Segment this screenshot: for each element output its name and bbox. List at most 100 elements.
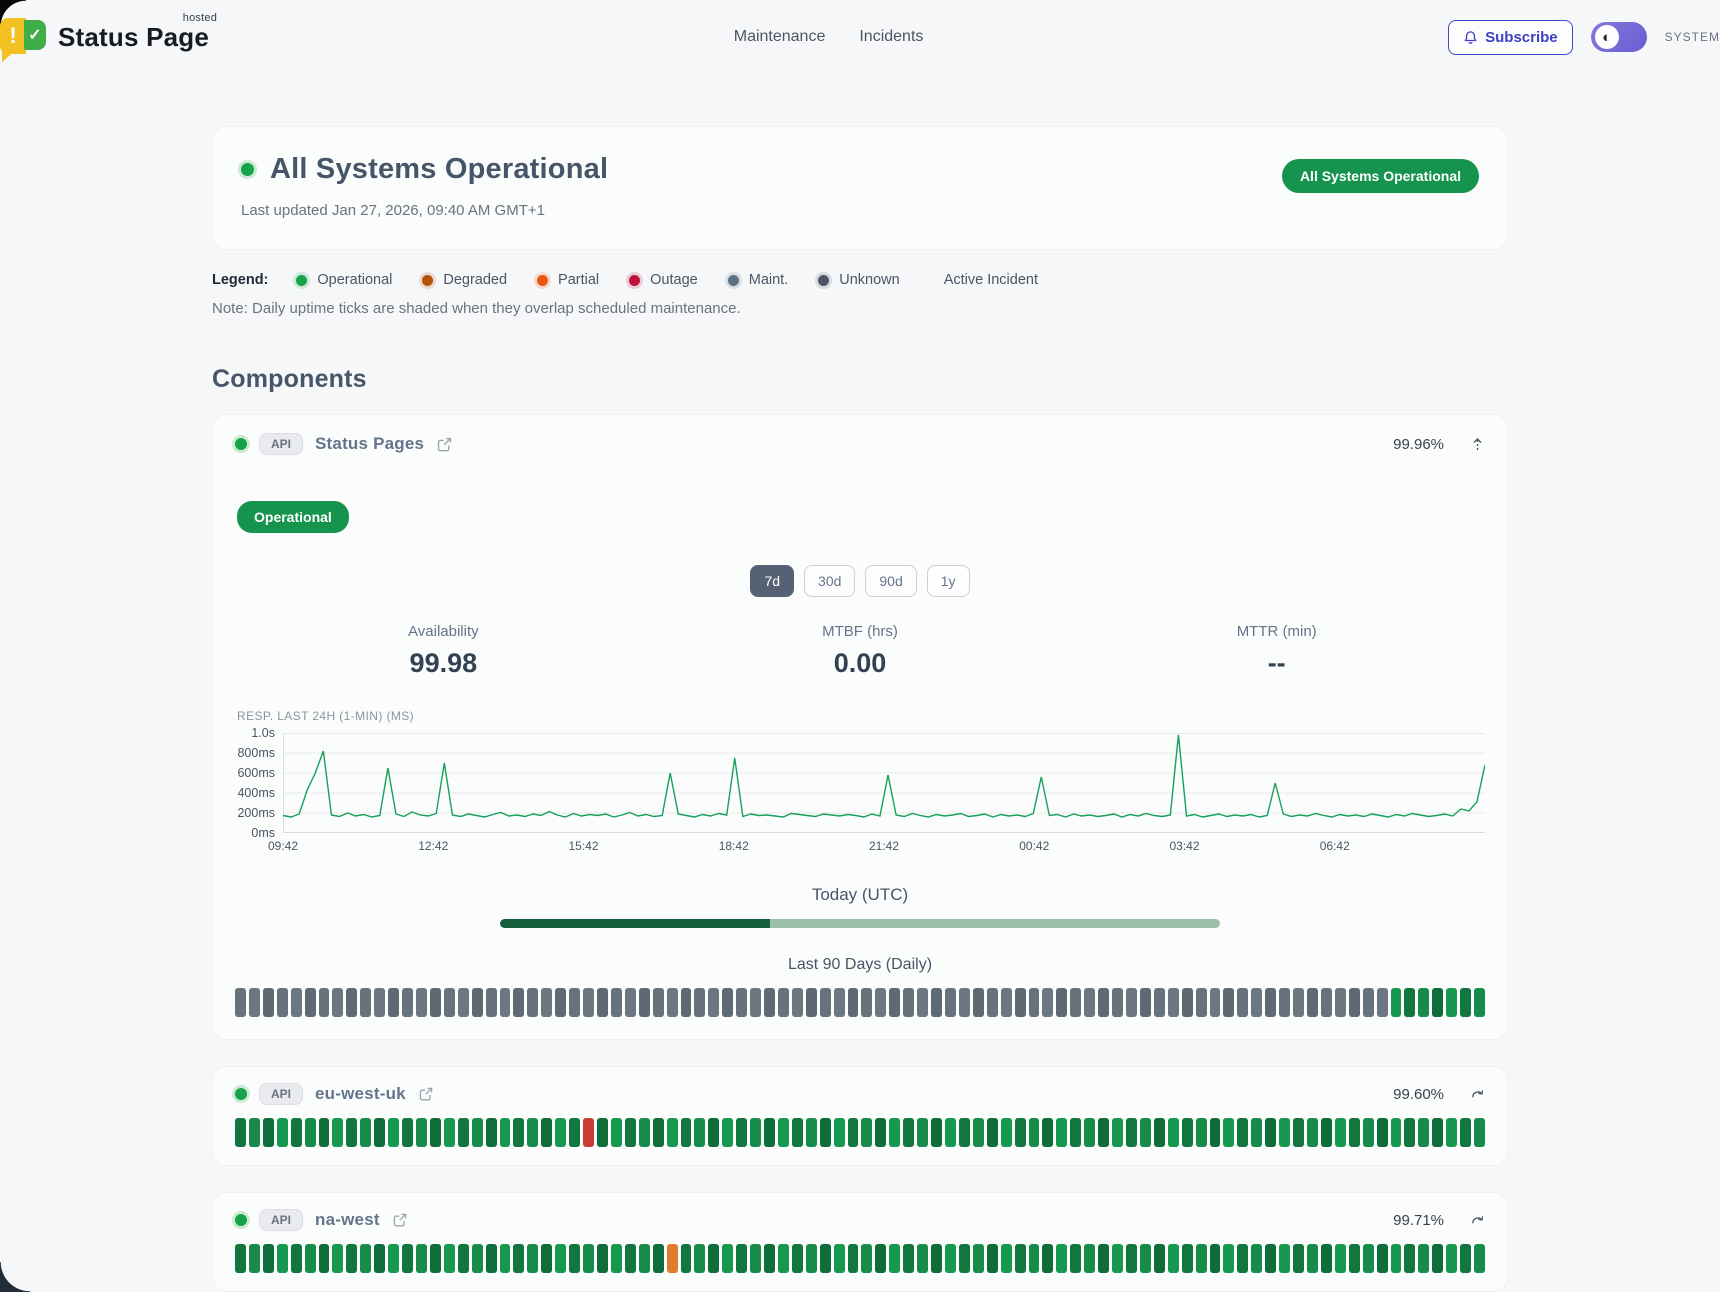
uptime-tick[interactable]	[1279, 1118, 1291, 1147]
uptime-tick[interactable]	[1279, 988, 1291, 1017]
uptime-tick[interactable]	[499, 1118, 511, 1147]
uptime-tick[interactable]	[638, 1118, 650, 1147]
uptime-tick[interactable]	[917, 1244, 929, 1273]
uptime-tick[interactable]	[415, 988, 427, 1017]
uptime-tick[interactable]	[1042, 1244, 1054, 1273]
uptime-tick[interactable]	[1460, 1244, 1472, 1273]
uptime-tick[interactable]	[638, 1244, 650, 1273]
uptime-tick[interactable]	[457, 988, 469, 1017]
uptime-tick[interactable]	[624, 1244, 636, 1273]
uptime-tick[interactable]	[1265, 988, 1277, 1017]
uptime-tick[interactable]	[889, 988, 901, 1017]
uptime-tick[interactable]	[555, 988, 567, 1017]
uptime-tick[interactable]	[541, 1118, 553, 1147]
uptime-tick[interactable]	[1056, 1118, 1068, 1147]
uptime-tick[interactable]	[1042, 988, 1054, 1017]
uptime-tick[interactable]	[429, 1118, 441, 1147]
uptime-tick[interactable]	[1418, 988, 1430, 1017]
uptime-tick[interactable]	[1404, 988, 1416, 1017]
uptime-tick[interactable]	[652, 988, 664, 1017]
uptime-tick[interactable]	[694, 1118, 706, 1147]
uptime-tick[interactable]	[541, 988, 553, 1017]
range-button-7d[interactable]: 7d	[750, 565, 795, 597]
uptime-tick[interactable]	[360, 1118, 372, 1147]
uptime-tick[interactable]	[471, 1244, 483, 1273]
uptime-tick[interactable]	[1418, 1244, 1430, 1273]
uptime-tick[interactable]	[1376, 988, 1388, 1017]
uptime-tick[interactable]	[1042, 1118, 1054, 1147]
uptime-tick[interactable]	[1334, 1118, 1346, 1147]
uptime-tick[interactable]	[1293, 988, 1304, 1017]
uptime-tick[interactable]	[875, 1244, 887, 1273]
uptime-tick[interactable]	[1404, 1244, 1416, 1273]
uptime-tick[interactable]	[374, 988, 386, 1017]
uptime-tick[interactable]	[917, 1118, 929, 1147]
uptime-tick[interactable]	[819, 1244, 831, 1273]
uptime-tick[interactable]	[235, 1244, 246, 1273]
uptime-tick[interactable]	[722, 988, 734, 1017]
uptime-tick[interactable]	[248, 988, 260, 1017]
uptime-tick[interactable]	[1153, 988, 1165, 1017]
uptime-tick[interactable]	[499, 988, 511, 1017]
uptime-tick[interactable]	[1126, 988, 1137, 1017]
uptime-tick[interactable]	[1265, 1118, 1277, 1147]
uptime-tick[interactable]	[945, 1244, 956, 1273]
uptime-tick[interactable]	[1362, 988, 1374, 1017]
uptime-tick[interactable]	[569, 1244, 581, 1273]
uptime-tick[interactable]	[388, 1118, 400, 1147]
uptime-tick[interactable]	[290, 988, 302, 1017]
uptime-tick[interactable]	[1432, 988, 1444, 1017]
uptime-tick[interactable]	[958, 988, 970, 1017]
uptime-tick[interactable]	[429, 1244, 441, 1273]
uptime-tick[interactable]	[1418, 1118, 1430, 1147]
uptime-tick[interactable]	[1139, 988, 1151, 1017]
uptime-tick[interactable]	[1293, 1244, 1304, 1273]
uptime-tick[interactable]	[360, 1244, 372, 1273]
expand-icon[interactable]	[1470, 1214, 1485, 1227]
uptime-tick[interactable]	[374, 1244, 386, 1273]
uptime-tick[interactable]	[1404, 1118, 1416, 1147]
uptime-tick[interactable]	[1348, 1118, 1360, 1147]
uptime-tick[interactable]	[1028, 1244, 1040, 1273]
subscribe-button[interactable]: Subscribe	[1448, 19, 1573, 55]
uptime-tick[interactable]	[1251, 1244, 1263, 1273]
uptime-tick[interactable]	[1139, 1244, 1151, 1273]
uptime-tick[interactable]	[833, 1244, 845, 1273]
uptime-tick[interactable]	[346, 1118, 358, 1147]
uptime-tick[interactable]	[666, 1244, 678, 1273]
uptime-tick[interactable]	[1293, 1118, 1304, 1147]
collapse-icon[interactable]	[1470, 436, 1485, 452]
uptime-tick[interactable]	[945, 1118, 956, 1147]
uptime-tick[interactable]	[903, 988, 915, 1017]
uptime-tick[interactable]	[958, 1244, 970, 1273]
uptime-tick[interactable]	[290, 1244, 302, 1273]
uptime-tick[interactable]	[596, 1244, 608, 1273]
uptime-tick[interactable]	[235, 1118, 246, 1147]
uptime-tick[interactable]	[1223, 1244, 1235, 1273]
uptime-tick[interactable]	[569, 988, 581, 1017]
uptime-tick[interactable]	[1265, 1244, 1277, 1273]
uptime-tick[interactable]	[931, 1244, 943, 1273]
uptime-tick[interactable]	[750, 1118, 762, 1147]
uptime-tick[interactable]	[1460, 1118, 1472, 1147]
uptime-tick[interactable]	[986, 1244, 998, 1273]
uptime-tick[interactable]	[1223, 988, 1235, 1017]
nav-link-incidents[interactable]: Incidents	[859, 28, 924, 45]
uptime-tick[interactable]	[722, 1244, 734, 1273]
uptime-tick[interactable]	[1237, 988, 1249, 1017]
uptime-tick[interactable]	[972, 988, 984, 1017]
uptime-tick[interactable]	[805, 1244, 817, 1273]
uptime-tick[interactable]	[875, 988, 887, 1017]
uptime-tick[interactable]	[680, 988, 692, 1017]
expand-icon[interactable]	[1470, 1088, 1485, 1101]
uptime-tick[interactable]	[541, 1244, 553, 1273]
uptime-tick[interactable]	[485, 1118, 497, 1147]
uptime-tick[interactable]	[569, 1118, 581, 1147]
uptime-tick[interactable]	[332, 1244, 344, 1273]
uptime-tick[interactable]	[1112, 988, 1123, 1017]
uptime-tick[interactable]	[847, 988, 859, 1017]
uptime-tick[interactable]	[1279, 1244, 1291, 1273]
uptime-tick[interactable]	[388, 1244, 400, 1273]
uptime-tick[interactable]	[1167, 988, 1179, 1017]
uptime-tick[interactable]	[972, 1244, 984, 1273]
